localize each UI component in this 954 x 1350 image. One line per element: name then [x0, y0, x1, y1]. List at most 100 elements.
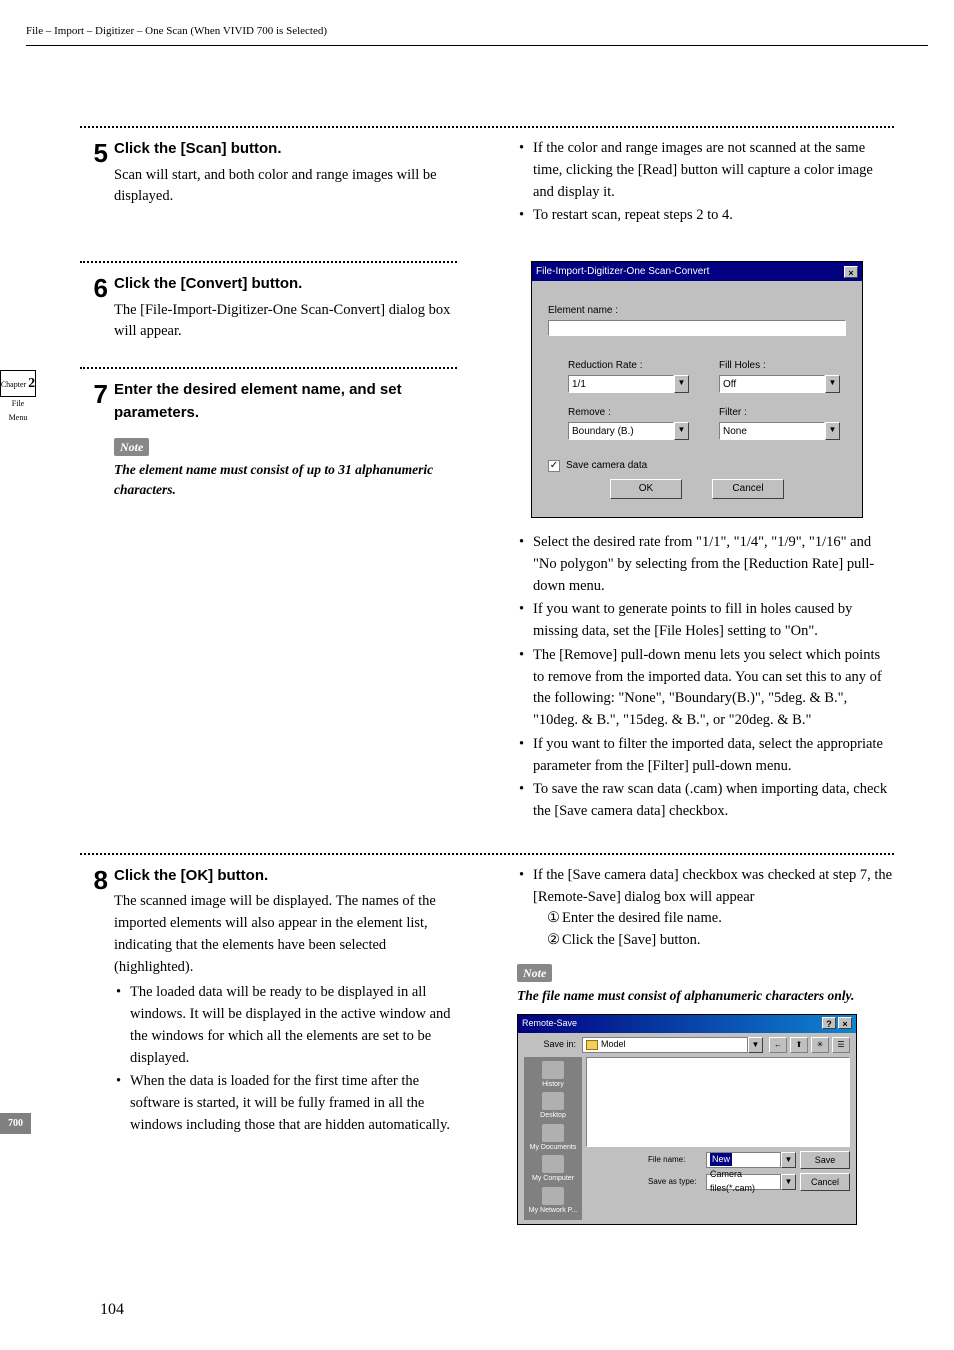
help-icon[interactable]: ? [822, 1017, 836, 1029]
step-6-7-row: 6 Click the [Convert] button. The [File-… [80, 251, 894, 825]
chapter-tab: Chapter 2 File Menu [0, 370, 36, 424]
step-text: The [File-Import-Digitizer-One Scan-Conv… [114, 300, 457, 344]
reduction-label: Reduction Rate : [568, 358, 689, 373]
type-select[interactable]: Camera files(*.cam) ▼ [706, 1174, 796, 1190]
step-num: 6 [80, 269, 108, 308]
badge-700: 700 [0, 1113, 31, 1134]
filename-label: File name: [648, 1154, 702, 1166]
page-header: File – Import – Digitizer – One Scan (Wh… [26, 20, 928, 46]
cancel-button[interactable]: Cancel [712, 479, 784, 499]
up-icon[interactable]: ⬆ [790, 1037, 808, 1053]
dialog-title: Remote-Save [522, 1017, 577, 1031]
reduction-select[interactable]: 1/1 ▼ [568, 375, 689, 393]
step-5-left: 5 Click the [Scan] button. Scan will sta… [80, 138, 457, 229]
dialog-title: File-Import-Digitizer-One Scan-Convert [536, 264, 709, 279]
bullet: To save the raw scan data (.cam) when im… [517, 779, 894, 823]
step-text: Scan will start, and both color and rang… [114, 165, 457, 209]
step-num: 5 [80, 134, 108, 173]
bullet: If you want to filter the imported data,… [517, 734, 894, 778]
element-name-input[interactable] [548, 320, 846, 336]
filter-select[interactable]: None ▼ [719, 422, 840, 440]
bullet: To restart scan, repeat steps 2 to 4. [517, 205, 894, 227]
note-label: Note [114, 438, 149, 456]
sub-item: ②Click the [Save] button. [547, 930, 894, 952]
places-item[interactable]: My Network P... [529, 1187, 578, 1217]
save-camera-checkbox[interactable]: ✓ [548, 460, 560, 472]
step-title: Click the [Convert] button. [114, 273, 457, 296]
view-icon[interactable]: ☰ [832, 1037, 850, 1053]
divider [80, 261, 457, 263]
page-number: 104 [100, 1298, 124, 1322]
ok-button[interactable]: OK [610, 479, 682, 499]
step-title: Click the [OK] button. [114, 865, 457, 888]
places-item[interactable]: Desktop [540, 1092, 566, 1122]
cancel-button[interactable]: Cancel [800, 1173, 850, 1191]
places-item[interactable]: My Computer [532, 1155, 574, 1185]
save-camera-label: Save camera data [566, 458, 647, 473]
close-icon[interactable]: × [838, 1017, 852, 1029]
note-text: The file name must consist of alphanumer… [517, 986, 894, 1006]
filter-label: Filter : [719, 405, 840, 420]
chapter-label: Chapter [1, 379, 26, 391]
type-label: Save as type: [648, 1176, 702, 1188]
new-folder-icon[interactable]: ✳ [811, 1037, 829, 1053]
chapter-sub1: File [0, 397, 36, 411]
back-icon[interactable]: ← [769, 1037, 787, 1053]
bullet: If the color and range images are not sc… [517, 138, 894, 203]
remove-value: Boundary (B.) [568, 422, 674, 440]
computer-icon [542, 1155, 564, 1173]
step-num: 8 [80, 861, 108, 900]
save-button[interactable]: Save [800, 1151, 850, 1169]
step-num: 7 [80, 375, 108, 414]
desktop-icon [542, 1092, 564, 1110]
file-list[interactable] [586, 1057, 850, 1147]
step-7-right: File-Import-Digitizer-One Scan-Convert ×… [517, 251, 894, 825]
sub-item: ①Enter the desired file name. [547, 908, 894, 930]
filename-input[interactable]: New ▼ [706, 1152, 796, 1168]
divider [80, 126, 894, 128]
chevron-down-icon[interactable]: ▼ [674, 375, 689, 393]
note-text: The element name must consist of up to 3… [114, 460, 457, 501]
bullet: When the data is loaded for the first ti… [114, 1071, 457, 1136]
bullet: Select the desired rate from "1/1", "1/4… [517, 532, 894, 597]
content: 5 Click the [Scan] button. Scan will sta… [80, 126, 894, 1247]
bullet: The loaded data will be ready to be disp… [114, 982, 457, 1069]
bullet-text: If the [Save camera data] checkbox was c… [533, 867, 892, 905]
places-item[interactable]: My Documents [530, 1124, 577, 1154]
divider [80, 367, 457, 369]
bullet: If you want to generate points to fill i… [517, 599, 894, 643]
chapter-sub2: Menu [0, 411, 36, 425]
step-5-row: 5 Click the [Scan] button. Scan will sta… [80, 138, 894, 229]
fill-select[interactable]: Off ▼ [719, 375, 840, 393]
note-label: Note [517, 964, 552, 982]
savein-select[interactable]: Model ▼ [582, 1037, 763, 1053]
filter-value: None [719, 422, 825, 440]
chevron-down-icon[interactable]: ▼ [781, 1174, 796, 1190]
step-text: The scanned image will be displayed. The… [114, 891, 457, 978]
chevron-down-icon[interactable]: ▼ [781, 1152, 796, 1168]
chevron-down-icon[interactable]: ▼ [825, 422, 840, 440]
fill-label: Fill Holes : [719, 358, 840, 373]
chapter-box: Chapter 2 [0, 370, 36, 397]
chevron-down-icon[interactable]: ▼ [674, 422, 689, 440]
remove-label: Remove : [568, 405, 689, 420]
close-icon[interactable]: × [844, 266, 858, 278]
breadcrumb: File – Import – Digitizer – One Scan (Wh… [26, 25, 327, 37]
save-dialog: Remote-Save ? × Save in: Model [517, 1014, 857, 1225]
remove-select[interactable]: Boundary (B.) ▼ [568, 422, 689, 440]
network-icon [542, 1187, 564, 1205]
convert-dialog: File-Import-Digitizer-One Scan-Convert ×… [531, 261, 863, 518]
chevron-down-icon[interactable]: ▼ [825, 375, 840, 393]
chapter-num: 2 [28, 373, 35, 394]
step-title: Click the [Scan] button. [114, 138, 457, 161]
chevron-down-icon[interactable]: ▼ [748, 1037, 763, 1053]
places-item[interactable]: History [542, 1061, 564, 1091]
step-8-right: If the [Save camera data] checkbox was c… [517, 865, 894, 1225]
bullet: The [Remove] pull-down menu lets you sel… [517, 645, 894, 732]
step-6-7-left: 6 Click the [Convert] button. The [File-… [80, 251, 457, 825]
documents-icon [542, 1124, 564, 1142]
savein-value: Model [601, 1038, 626, 1052]
step-5-right: If the color and range images are not sc… [517, 138, 894, 229]
divider [80, 853, 894, 855]
dialog-title-bar: Remote-Save ? × [518, 1015, 856, 1033]
